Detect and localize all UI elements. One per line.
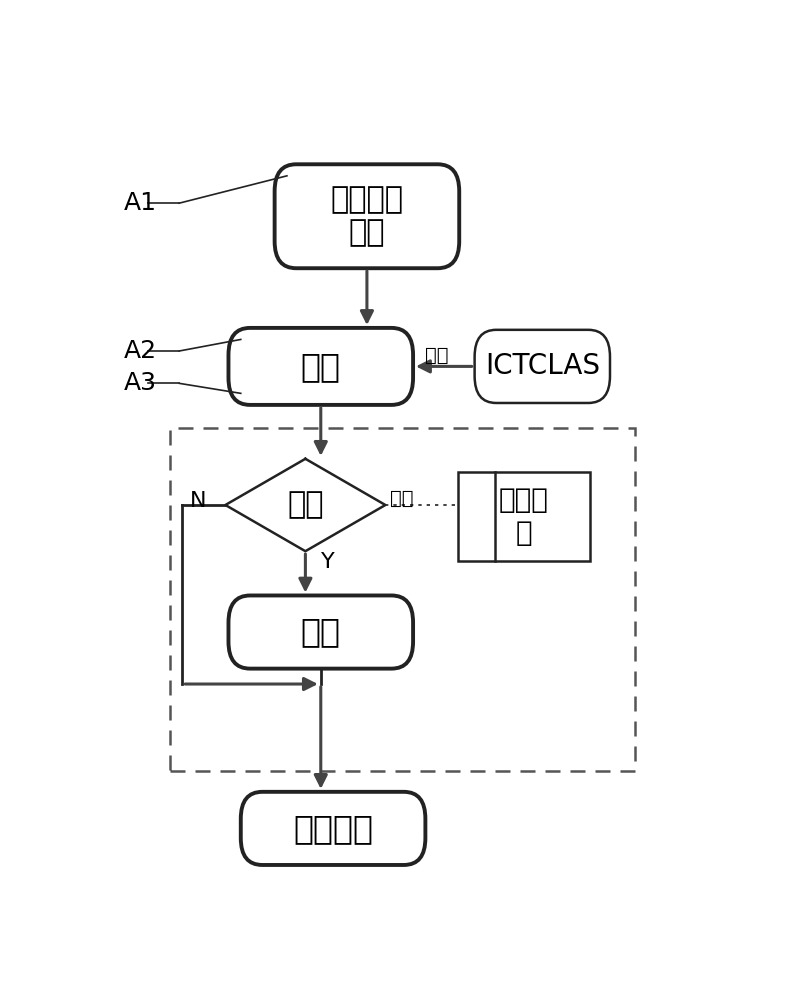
Bar [457,472,590,561]
Text: 提取搜索
记录: 提取搜索 记录 [330,185,403,248]
Polygon shape [225,459,385,551]
Text: 停用词
库: 停用词 库 [499,486,549,547]
Text: 停用: 停用 [287,490,324,520]
FancyBboxPatch shape [229,328,413,405]
FancyBboxPatch shape [475,330,610,403]
Text: 分词: 分词 [301,350,341,383]
Text: Y: Y [321,552,334,572]
Bar [170,428,634,771]
Text: 计算: 计算 [426,346,449,365]
FancyBboxPatch shape [241,792,426,865]
Text: 删除: 删除 [301,616,341,649]
FancyBboxPatch shape [275,164,459,268]
FancyBboxPatch shape [229,595,413,669]
Text: ICTCLAS: ICTCLAS [485,352,599,380]
Text: 查询: 查询 [390,489,413,508]
Text: A1: A1 [124,191,157,215]
Text: N: N [191,491,206,511]
Text: A2: A2 [124,339,157,363]
Text: 目标词库: 目标词库 [293,812,373,845]
Text: A3: A3 [124,371,157,395]
